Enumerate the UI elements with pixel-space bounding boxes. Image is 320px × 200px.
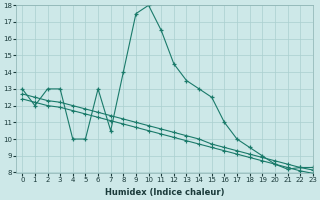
X-axis label: Humidex (Indice chaleur): Humidex (Indice chaleur) [105, 188, 224, 197]
